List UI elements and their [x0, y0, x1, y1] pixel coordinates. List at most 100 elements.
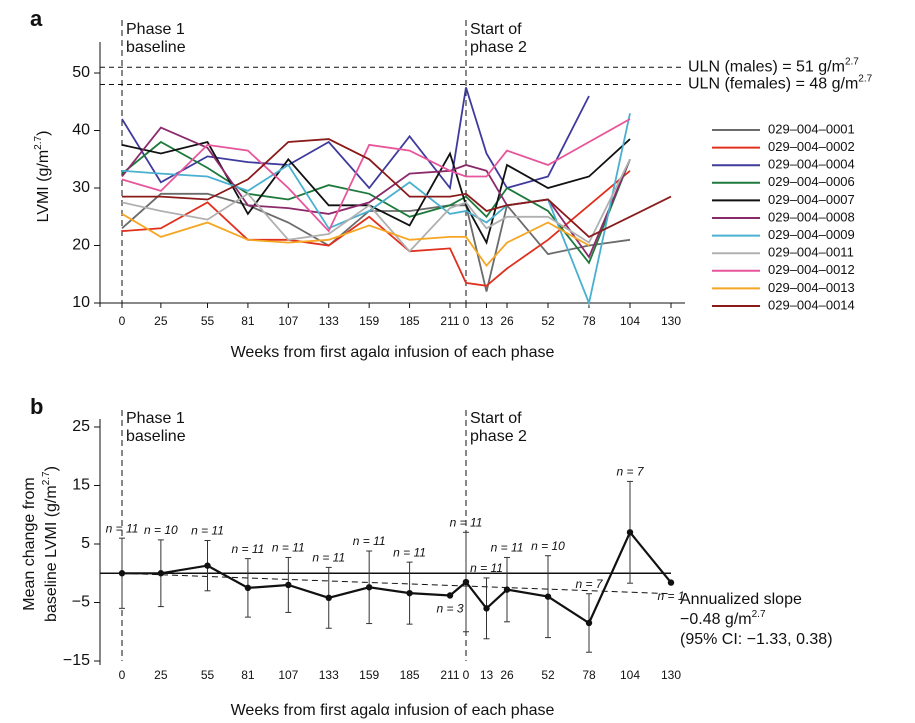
n-label: n = 3	[436, 602, 463, 616]
y-axis-title-part: LVMI (g/m	[35, 150, 52, 223]
legend-label: 029–004–0006	[768, 174, 855, 189]
y-tick-label: 25	[72, 418, 90, 435]
mean-point	[406, 589, 413, 597]
slope-annotation-part: −0.48 g/m	[680, 611, 752, 628]
mean-point	[462, 578, 470, 586]
series-line	[121, 118, 631, 233]
x-tick-label: 104	[620, 668, 640, 682]
y-axis-title: baseline LVMI (g/m2.7)	[41, 466, 60, 622]
y-tick-label: 20	[72, 237, 90, 254]
mean-point	[483, 605, 490, 612]
slope-annotation: −0.48 g/m2.7	[680, 609, 766, 628]
phase-annotation: Start of	[470, 410, 522, 427]
x-tick-label: 107	[278, 314, 298, 328]
x-tick-label: 133	[319, 314, 339, 328]
y-axis-title: Mean change from	[21, 477, 38, 610]
n-label: n = 11	[393, 545, 426, 559]
y-axis-title-part: 2.7	[33, 135, 44, 149]
n-label: n = 11	[272, 541, 305, 555]
slope-annotation-part: 2.7	[752, 609, 766, 620]
reference-label-part: 2.7	[858, 74, 872, 85]
y-tick-label: 30	[72, 179, 90, 196]
series-line	[121, 213, 590, 268]
y-axis-title: LVMI (g/m2.7)	[33, 131, 52, 223]
slope-annotation: Annualized slope	[680, 591, 802, 608]
y-axis-title-part: )	[35, 131, 52, 136]
mean-point	[244, 584, 252, 592]
mean-point	[157, 570, 165, 577]
phase-annotation: Phase 1	[126, 21, 185, 38]
mean-line	[122, 530, 672, 625]
x-tick-label: 25	[154, 314, 168, 328]
x-tick-label: 185	[400, 668, 420, 682]
x-tick-label: 81	[241, 314, 255, 328]
x-axis-title: Weeks from first agalα infusion of each …	[231, 702, 555, 719]
mean-point	[446, 592, 454, 599]
x-tick-label: 55	[201, 668, 215, 682]
panel-letter: b	[30, 394, 43, 419]
reference-label-part: ULN (males) = 51 g/m	[688, 58, 845, 75]
n-label: n = 10	[144, 523, 178, 537]
y-tick-label: 15	[72, 477, 90, 494]
reference-label-part: ULN (females) = 48 g/m	[688, 76, 858, 93]
x-tick-label: 104	[620, 314, 640, 328]
mean-point	[626, 529, 634, 536]
x-tick-label: 25	[154, 668, 168, 682]
series-line	[122, 138, 672, 238]
legend-label: 029–004–0012	[768, 262, 855, 277]
x-tick-label: 211	[440, 668, 459, 682]
x-tick-label: 159	[359, 314, 379, 328]
x-tick-label: 0	[463, 668, 470, 682]
slope-annotation-part: Annualized slope	[680, 591, 802, 608]
y-tick-label: 10	[72, 294, 90, 311]
phase-annotation: Start of	[470, 21, 522, 38]
n-label: n = 7	[616, 465, 644, 479]
x-tick-label: 0	[119, 668, 126, 682]
x-tick-label: 78	[582, 668, 596, 682]
y-axis-title-part: )	[43, 466, 60, 471]
y-tick-label: −5	[72, 594, 90, 611]
mean-point	[285, 581, 292, 589]
reference-label: ULN (females) = 48 g/m2.7	[688, 74, 873, 93]
n-label: n = 11	[470, 561, 503, 575]
series-line	[121, 192, 631, 292]
x-tick-label: 13	[480, 314, 494, 328]
x-tick-label: 130	[661, 668, 681, 682]
mean-point	[118, 570, 126, 577]
x-tick-label: 52	[541, 668, 555, 682]
x-tick-label: 185	[400, 314, 420, 328]
x-tick-label: 26	[500, 668, 514, 682]
x-tick-label: 133	[319, 668, 339, 682]
x-tick-label: 211	[440, 314, 459, 328]
y-axis-title-part: baseline LVMI (g/m	[43, 485, 60, 622]
x-tick-label: 55	[201, 314, 215, 328]
x-tick-label: 107	[278, 668, 298, 682]
x-tick-label: 81	[241, 668, 255, 682]
series-line	[121, 126, 631, 259]
y-tick-label: 50	[72, 64, 90, 81]
x-tick-label: 26	[500, 314, 514, 328]
n-label: n = 10	[531, 539, 565, 553]
x-tick-label: 159	[359, 668, 379, 682]
n-label: n = 11	[106, 521, 139, 535]
mean-point	[544, 593, 552, 600]
x-axis-title: Weeks from first agalα infusion of each …	[231, 344, 555, 361]
slope-annotation-part: (95% CI: −1.33, 0.38)	[680, 631, 833, 648]
legend-label: 029–004–0002	[768, 139, 855, 154]
phase-annotation: phase 2	[470, 39, 527, 56]
legend-label: 029–004–0011	[768, 245, 854, 260]
legend-label: 029–004–0014	[768, 297, 855, 312]
phase-annotation: baseline	[126, 39, 186, 56]
n-label: n = 1	[657, 589, 684, 603]
legend-label: 029–004–0007	[768, 192, 855, 207]
legend-label: 029–004–0013	[768, 280, 855, 295]
x-tick-label: 13	[480, 668, 494, 682]
x-tick-label: 52	[541, 314, 555, 328]
mean-point	[667, 579, 675, 586]
legend-label: 029–004–0004	[768, 157, 855, 172]
legend-label: 029–004–0009	[768, 227, 855, 242]
reference-label: ULN (males) = 51 g/m2.7	[688, 56, 859, 75]
phase-annotation: phase 2	[470, 428, 527, 445]
y-axis-title-part: Mean change from	[21, 477, 38, 610]
